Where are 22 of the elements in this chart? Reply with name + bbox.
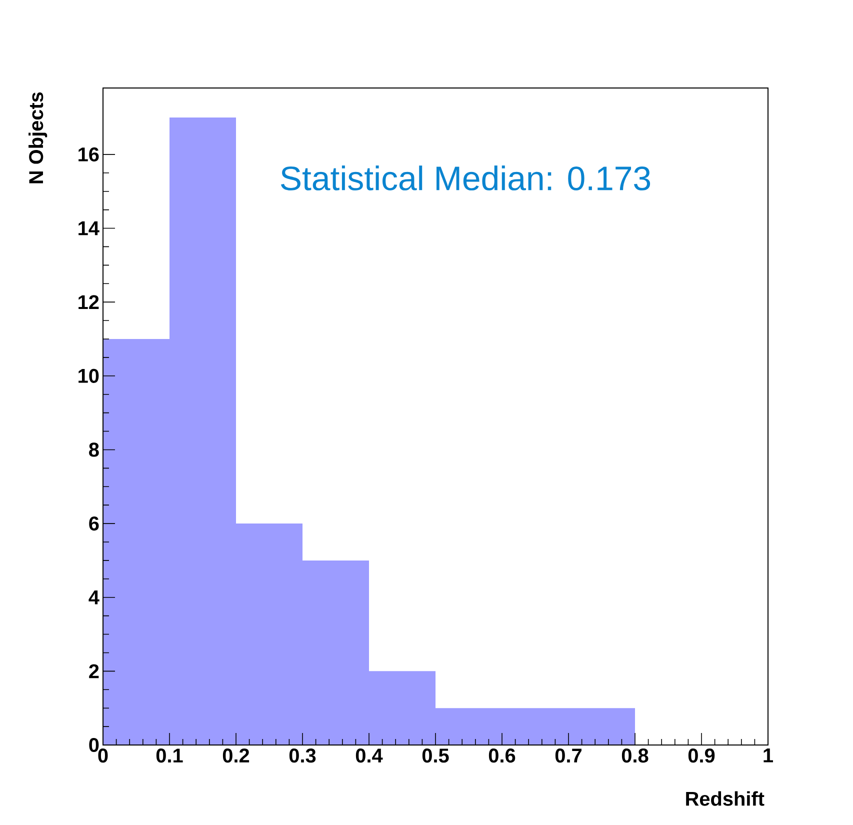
x-tick-label: 0.1 (156, 748, 183, 763)
y-tick-label: 8 (89, 442, 99, 457)
y-tick-label: 4 (88, 590, 100, 604)
y-tick-label: 14 (78, 221, 100, 236)
x-tick-label: 0.9 (688, 748, 715, 763)
x-tick-label: 0.8 (622, 748, 648, 763)
x-tick-label: 0.6 (488, 748, 516, 763)
x-tick-label: 0.2 (222, 748, 250, 763)
annotation: Statistical Median: 0.173 (280, 166, 650, 190)
x-tick-label: 0.5 (422, 748, 449, 763)
x-axis-title: Redshift (686, 791, 764, 806)
y-tick-label: 2 (89, 664, 99, 678)
y-tick-label: 6 (89, 516, 99, 531)
y-tick-label: 10 (78, 368, 99, 383)
x-tick-label: 1 (764, 748, 773, 762)
y-tick-label: 0 (89, 738, 99, 752)
x-tick-label: 0.4 (356, 748, 383, 763)
x-tick-label: 0.7 (555, 748, 582, 763)
y-tick-label: 16 (78, 147, 99, 162)
y-tick-label: 12 (78, 295, 99, 310)
y-axis-title: N Objects (28, 92, 48, 184)
x-tick-label: 0.3 (289, 748, 316, 763)
